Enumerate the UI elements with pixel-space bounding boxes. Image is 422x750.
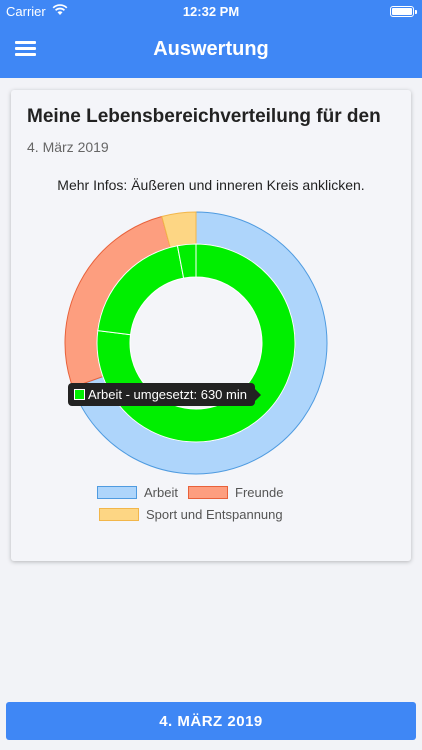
page-title: Auswertung: [153, 38, 269, 60]
chart-hint: Mehr Infos: Äußeren und inneren Kreis an…: [57, 177, 365, 193]
legend-swatch: [99, 508, 139, 521]
legend-item-freunde[interactable]: Freunde: [188, 485, 283, 500]
tooltip-swatch: [74, 389, 85, 400]
card-date: 4. März 2019: [27, 139, 109, 155]
legend-item-sport[interactable]: Sport und Entspannung: [99, 507, 283, 522]
legend-item-arbeit[interactable]: Arbeit: [97, 485, 178, 500]
wifi-icon: [52, 4, 68, 15]
battery-icon: [390, 6, 417, 17]
legend-label: Arbeit: [144, 485, 178, 500]
inner-slice-sport-und-entspannung[interactable]: [176, 243, 197, 279]
legend-label: Freunde: [235, 485, 284, 500]
status-bar: Carrier 12:32 PM: [0, 0, 422, 22]
legend-label: Sport und Entspannung: [146, 507, 283, 522]
navigation-bar: Auswertung: [0, 22, 422, 78]
clock: 12:32 PM: [182, 4, 240, 19]
legend-swatch: [97, 486, 137, 499]
legend-swatch: [188, 486, 228, 499]
card-heading: Meine Lebensbereichverteilung für den: [27, 106, 381, 127]
chart-tooltip: Arbeit - umgesetzt: 630 min: [68, 383, 261, 406]
carrier-label: Carrier: [6, 4, 46, 19]
date-select-button[interactable]: 4. MÄRZ 2019: [6, 702, 416, 740]
donut-chart[interactable]: [11, 90, 411, 490]
hamburger-menu-icon[interactable]: [12, 34, 42, 64]
chart-card: Meine Lebensbereichverteilung für den 4.…: [11, 90, 411, 561]
tooltip-text: Arbeit - umgesetzt: 630 min: [88, 387, 247, 402]
